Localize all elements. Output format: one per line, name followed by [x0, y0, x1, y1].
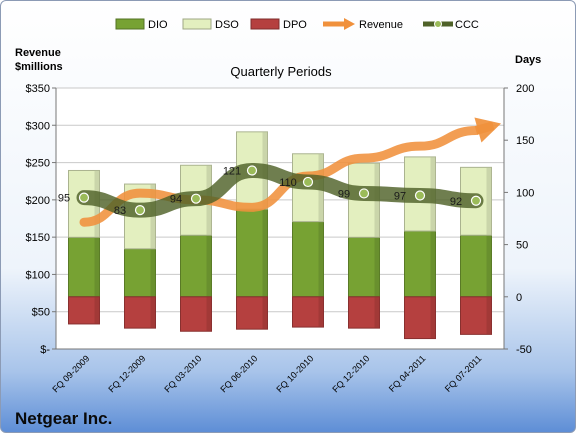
x-tick-label: FQ 09-2009: [50, 353, 91, 394]
dpo-bar-shade: [318, 296, 324, 328]
company-name: Netgear Inc.: [15, 409, 112, 428]
dio-bar: [348, 236, 380, 298]
legend-marker-ccc: [434, 20, 442, 28]
ccc-data-label: 99: [338, 188, 350, 200]
left-tick-label: $300: [26, 120, 50, 132]
left-tick-label: $350: [26, 83, 50, 95]
dpo-bar-shade: [150, 296, 156, 329]
left-tick-label: $-: [40, 344, 50, 356]
left-tick-label: $100: [26, 269, 50, 281]
dio-bar: [180, 234, 212, 298]
right-tick-label: -50: [516, 344, 532, 356]
legend-swatch-dso: [182, 18, 212, 30]
right-tick-label: 50: [516, 240, 528, 252]
dpo-bar: [68, 296, 100, 325]
revenue-line: [79, 126, 481, 227]
legend: DIO DSO DPO Revenue CCC: [115, 18, 479, 31]
ccc-marker: [414, 190, 426, 201]
right-tick-label: 150: [516, 135, 534, 147]
left-tick-label: $200: [26, 195, 50, 207]
legend-swatch-dio: [115, 18, 145, 30]
legend-label-ccc: CCC: [455, 19, 479, 31]
x-tick-label: FQ 03-2010: [162, 353, 203, 394]
dso-bar-shade: [486, 167, 492, 236]
legend-label-revenue: Revenue: [359, 19, 403, 31]
right-tick-label: 100: [516, 187, 534, 199]
right-axis-label: Days: [515, 54, 541, 66]
x-tick-label: FQ 12-2009: [106, 353, 147, 394]
ccc-data-label: 110: [279, 177, 297, 189]
dio-bar-shade: [94, 237, 100, 297]
dio-bar-shade: [430, 231, 436, 297]
legend-swatch-dpo: [250, 18, 280, 30]
legend-label-dso: DSO: [215, 19, 239, 31]
dio-bar: [68, 236, 100, 298]
dpo-bar-shade: [262, 296, 268, 330]
ccc-marker: [302, 176, 314, 188]
legend-label-dio: DIO: [148, 19, 168, 31]
dpo-bar: [236, 296, 268, 330]
ccc-marker: [190, 193, 202, 204]
left-tick-label: $250: [26, 158, 50, 170]
right-tick-label: 200: [516, 83, 534, 95]
ccc-data-label: 121: [223, 165, 241, 177]
ccc-data-label: 92: [450, 196, 462, 208]
dio-bar-shade: [318, 221, 324, 297]
right-tick-label: 0: [516, 292, 522, 304]
legend-arrowhead-revenue: [344, 18, 355, 30]
x-tick-label: FQ 04-2011: [387, 353, 428, 394]
ccc-line: [76, 162, 484, 218]
dio-bar-shade: [206, 235, 212, 297]
x-tick-label: FQ 07-2011: [443, 353, 484, 394]
ccc-series: 95 83 94 121 110 99 97 92: [58, 162, 484, 218]
dpo-bar: [404, 296, 436, 340]
x-tick-label: FQ 10-2010: [274, 353, 315, 394]
dio-bar-shade: [262, 209, 268, 297]
ccc-marker: [358, 188, 370, 199]
revenue-trend: [79, 117, 502, 227]
ccc-marker: [470, 195, 482, 206]
revenue-arrowhead: [474, 117, 502, 143]
dio-bar-shade: [150, 248, 156, 297]
dpo-bar: [460, 296, 492, 335]
plot-area: [55, 87, 505, 350]
dpo-bar-shade: [374, 296, 380, 329]
left-axis-label-line-2: $millions: [15, 61, 63, 73]
dpo-bar-shade: [206, 296, 212, 332]
ccc-data-label: 97: [394, 191, 406, 203]
x-tick-label: FQ 06-2010: [218, 353, 259, 394]
ccc-marker: [78, 192, 90, 203]
left-tick-label: $50: [32, 307, 50, 319]
left-axis-label-line-1: Revenue: [15, 47, 61, 59]
dpo-bar: [180, 296, 212, 332]
plot-background: [55, 87, 505, 350]
dio-bar-shade: [486, 235, 492, 297]
bar-series: [68, 131, 492, 340]
dpo-bar-shade: [430, 296, 436, 339]
dio-bar-shade: [374, 237, 380, 297]
ccc-data-label: 94: [170, 194, 182, 206]
ccc-marker: [246, 165, 258, 176]
left-tick-label: $150: [26, 232, 50, 244]
ccc-data-label: 83: [114, 205, 126, 217]
chart-title: Quarterly Periods: [230, 64, 332, 79]
dpo-bar-shade: [94, 296, 100, 324]
x-tick-label: FQ 12-2010: [330, 353, 371, 394]
ccc-marker: [134, 205, 146, 216]
ccc-data-label: 95: [58, 193, 70, 205]
dpo-bar-shade: [486, 296, 492, 335]
dpo-bar: [348, 296, 380, 329]
legend-label-dpo: DPO: [283, 19, 307, 31]
dio-bar: [236, 208, 268, 298]
